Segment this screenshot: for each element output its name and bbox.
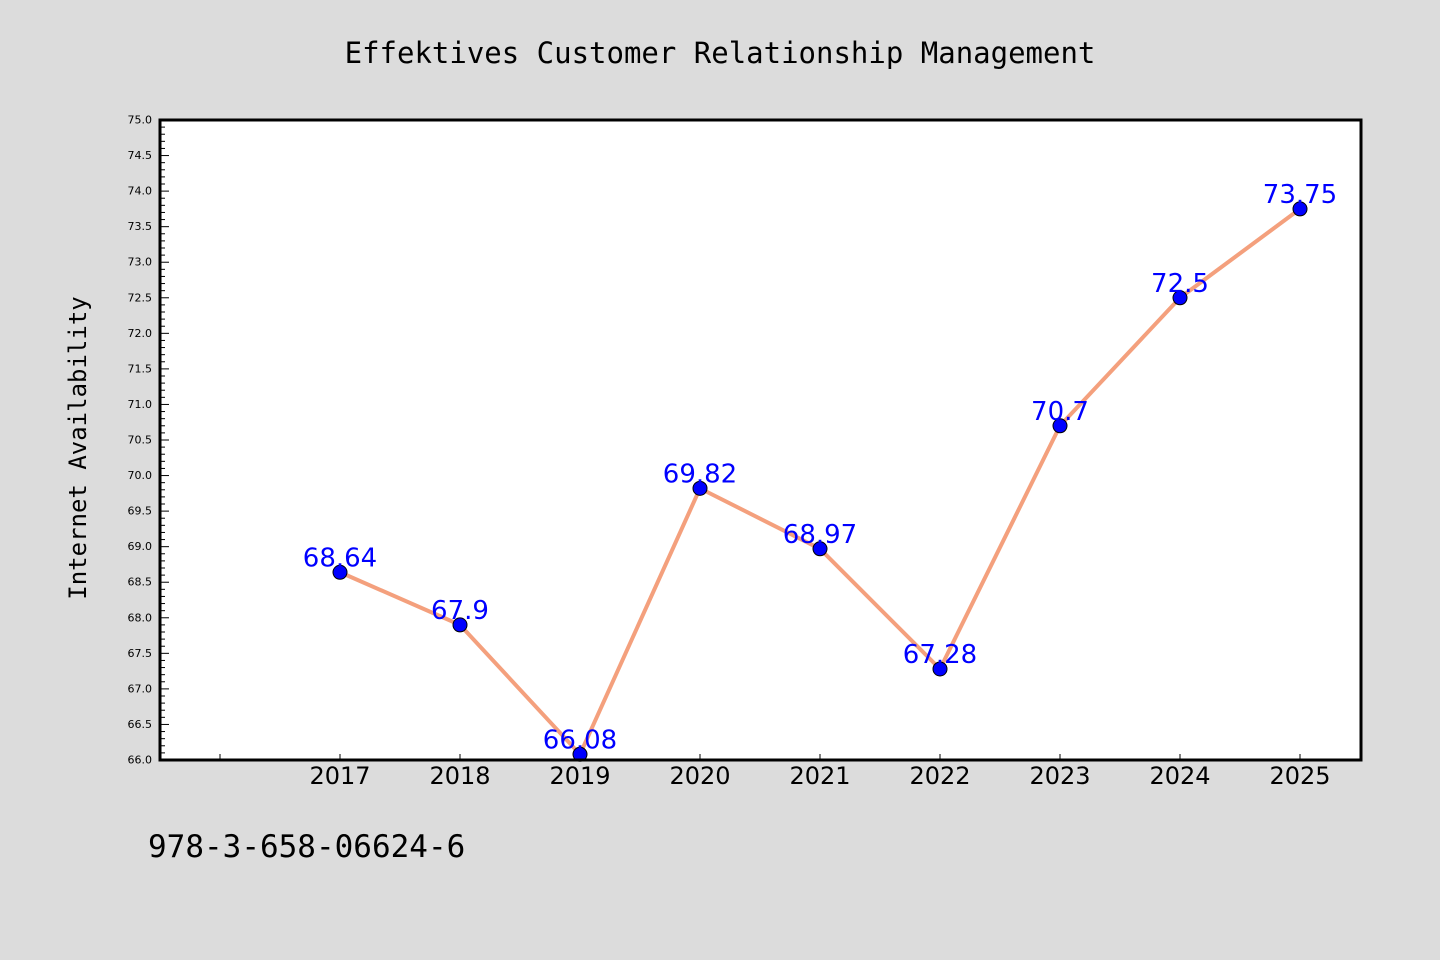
y-tick-label: 71.5 — [128, 362, 153, 375]
y-tick-label: 75.0 — [128, 114, 153, 127]
y-tick-label: 67.0 — [128, 682, 153, 695]
x-tick-label: 2018 — [429, 762, 490, 790]
x-axis: 2017 2018 2019 2020 2021 2022 2023 2024 2025 — [219, 754, 1331, 790]
data-label: 73.75 — [1263, 180, 1337, 210]
y-tick-label: 68.0 — [128, 611, 153, 624]
data-point — [692, 480, 708, 496]
data-point — [1172, 290, 1188, 306]
x-tick-label: 2020 — [669, 762, 730, 790]
y-axis: 66.0 66.5 67.0 67.5 68.0 68.5 69.0 69.5 70.0 70.5… — [128, 114, 169, 767]
chart-title: Effektives Customer Relationship Managem… — [345, 36, 1096, 70]
x-tick-label: 2017 — [309, 762, 370, 790]
data-label: 69.82 — [663, 459, 737, 489]
data-label: 70.7 — [1031, 397, 1089, 427]
data-point — [932, 661, 948, 677]
y-tick-label: 71.0 — [128, 398, 153, 411]
y-tick-label: 72.5 — [128, 291, 153, 304]
y-tick-label: 74.5 — [128, 149, 153, 162]
data-point — [1052, 418, 1068, 434]
footer-code: 978-3-658-06624-6 — [148, 829, 466, 865]
y-tick-label: 68.5 — [128, 576, 153, 589]
data-label: 67.9 — [431, 596, 489, 626]
plot-frame — [158, 118, 1363, 762]
y-tick-label: 70.0 — [128, 469, 153, 482]
data-point — [812, 541, 828, 557]
x-tick-label: 2025 — [1269, 762, 1330, 790]
y-tick-label: 69.0 — [128, 540, 153, 553]
y-tick-label: 67.5 — [128, 647, 153, 660]
y-tick-label: 74.0 — [128, 185, 153, 198]
y-tick-label: 72.0 — [128, 327, 153, 340]
x-tick-label: 2019 — [549, 762, 610, 790]
y-axis-label: Internet Availability — [64, 296, 92, 599]
x-tick-label: 2022 — [909, 762, 970, 790]
data-point — [1292, 201, 1308, 217]
data-label: 67.28 — [903, 640, 977, 670]
y-tick-label: 66.5 — [128, 718, 153, 731]
y-tick-label: 66.0 — [128, 754, 153, 767]
y-tick-label: 73.0 — [128, 256, 153, 269]
x-tick-label: 2023 — [1029, 762, 1090, 790]
data-label: 68.64 — [303, 543, 377, 573]
data-label: 72.5 — [1151, 269, 1209, 299]
series-group: 68.64 67.9 66.08 69.82 68.97 67.28 70.7 72.5 73.… — [303, 180, 1337, 762]
data-label: 66.08 — [543, 725, 617, 755]
x-tick-label: 2021 — [789, 762, 850, 790]
y-tick-label: 69.5 — [128, 505, 153, 518]
plot-area — [160, 120, 1361, 760]
data-label: 68.97 — [783, 520, 857, 550]
x-tick-label: 2024 — [1149, 762, 1210, 790]
data-point — [332, 564, 348, 580]
data-point — [452, 617, 468, 633]
y-tick-label: 73.5 — [128, 220, 153, 233]
y-tick-label: 70.5 — [128, 434, 153, 447]
